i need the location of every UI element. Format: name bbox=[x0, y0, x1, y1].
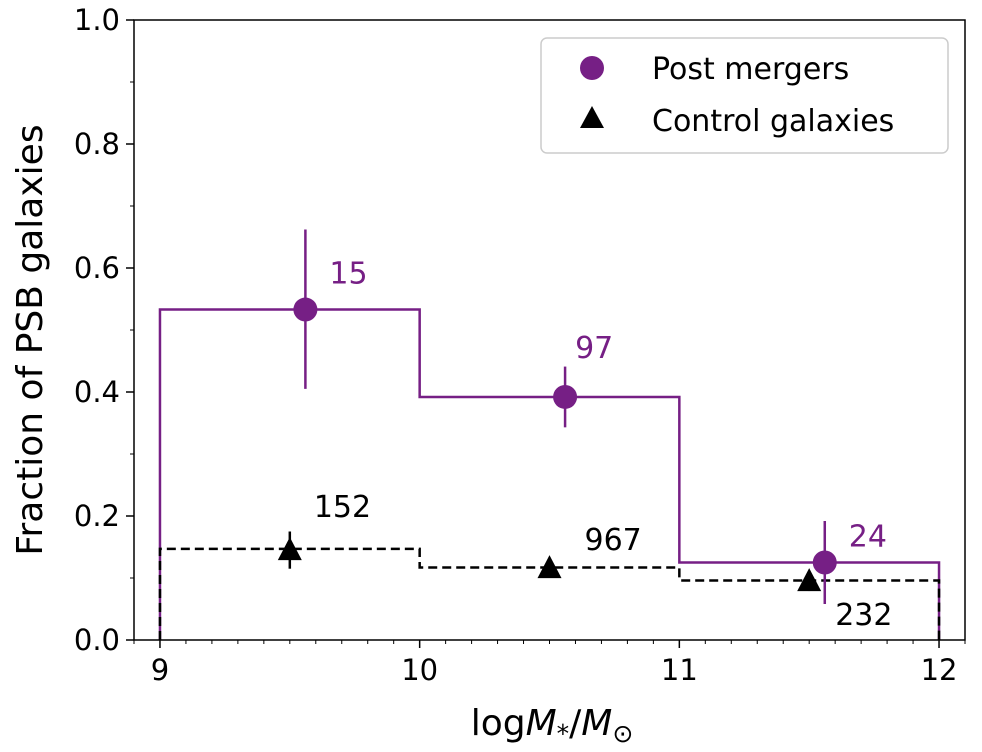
count-label-post-mergers: 24 bbox=[849, 520, 887, 555]
legend: Post mergers Control galaxies bbox=[540, 37, 949, 154]
count-label-control-galaxies: 967 bbox=[585, 523, 642, 558]
data-point-control-galaxies bbox=[277, 537, 302, 561]
x-tick-label: 10 bbox=[401, 653, 438, 687]
x-axis-label-m1: M bbox=[526, 703, 557, 744]
y-tick-label: 0.2 bbox=[74, 499, 120, 533]
y-tick-label: 1.0 bbox=[74, 3, 120, 37]
data-point-control-galaxies bbox=[537, 555, 562, 579]
data-point-post-mergers bbox=[553, 384, 578, 409]
legend-label-control-galaxies: Control galaxies bbox=[652, 104, 894, 139]
x-axis-label-sub1: * bbox=[557, 719, 570, 748]
legend-marker-control-galaxies bbox=[580, 106, 604, 128]
data-point-post-mergers bbox=[812, 550, 837, 575]
y-tick-label: 0.6 bbox=[74, 251, 120, 285]
y-tick-label: 0.4 bbox=[74, 375, 120, 409]
x-tick-label: 12 bbox=[921, 653, 958, 687]
axes-layer: 9 10 11 12 0.0 0.2 0.4 0.6 0.8 1.0 bbox=[74, 3, 966, 687]
x-axis-label-slash: / bbox=[569, 703, 582, 744]
count-label-post-mergers: 15 bbox=[329, 257, 367, 292]
x-axis-label-log: log bbox=[471, 703, 526, 744]
data-point-control-galaxies bbox=[797, 568, 822, 592]
x-tick-label: 9 bbox=[151, 653, 169, 687]
legend-frame bbox=[540, 37, 949, 154]
y-axis-label: Fraction of PSB galaxies bbox=[10, 124, 51, 555]
count-label-control-galaxies: 152 bbox=[314, 490, 371, 525]
count-label-post-mergers: 97 bbox=[575, 331, 613, 366]
legend-label-post-mergers: Post mergers bbox=[652, 52, 849, 87]
y-tick-label: 0.8 bbox=[74, 127, 120, 161]
plot-layer: 15 97 24 152 967 232 bbox=[158, 229, 941, 640]
count-label-control-galaxies: 232 bbox=[835, 598, 892, 633]
data-point-post-mergers bbox=[293, 297, 318, 322]
step-line-control-galaxies bbox=[158, 547, 941, 640]
y-tick-label: 0.0 bbox=[74, 623, 120, 657]
x-axis-label-m2: M bbox=[581, 703, 612, 744]
x-axis-label-sub2: ⊙ bbox=[612, 719, 633, 748]
legend-marker-post-mergers bbox=[580, 56, 604, 80]
x-tick-label: 11 bbox=[661, 653, 698, 687]
x-axis-label: logM*/M⊙ bbox=[471, 703, 634, 748]
step-line-post-mergers bbox=[158, 308, 941, 640]
